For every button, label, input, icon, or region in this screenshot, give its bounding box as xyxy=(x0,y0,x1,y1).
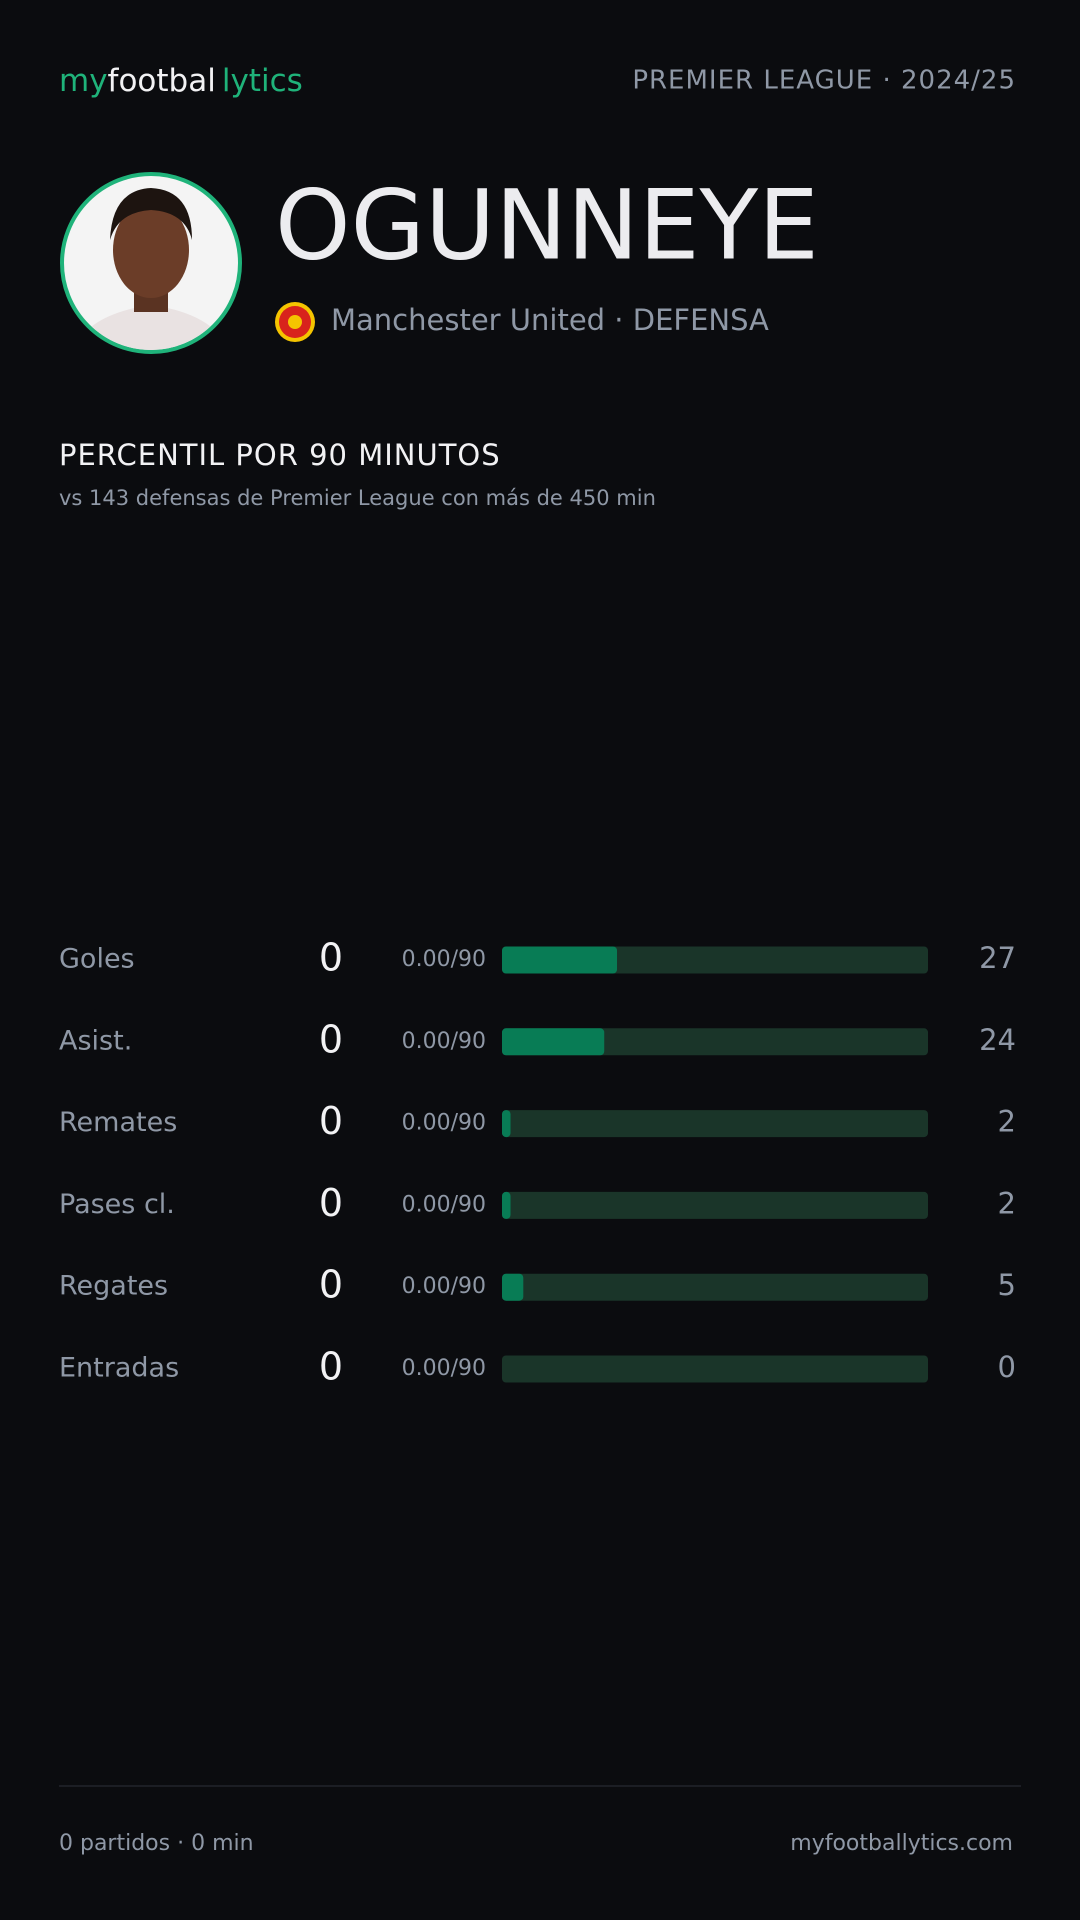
stat-value: 0 xyxy=(319,1017,343,1061)
logo: myfootbal lytics xyxy=(59,63,303,99)
percentile-label: 2 xyxy=(998,1186,1016,1220)
avatar xyxy=(60,172,242,354)
percentile-bar xyxy=(502,1028,605,1056)
stat-value: 0 xyxy=(319,1099,343,1143)
stat-value: 0 xyxy=(319,1263,343,1307)
stat-label: Remates xyxy=(59,1107,177,1138)
stat-label: Pases cl. xyxy=(59,1189,175,1220)
per90: 0.00/90 xyxy=(402,1274,486,1299)
percentile-bar xyxy=(502,946,618,974)
percentile-label: 2 xyxy=(998,1105,1016,1139)
percentile-label: 24 xyxy=(979,1023,1016,1057)
stat-value: 0 xyxy=(319,1181,343,1225)
stat-value: 0 xyxy=(319,1345,343,1389)
per90: 0.00/90 xyxy=(402,1192,486,1217)
footer-site: myfootballytics.com xyxy=(790,1831,1013,1856)
bar-track xyxy=(502,1110,928,1138)
logo-part: footbal xyxy=(108,63,216,99)
bar-track xyxy=(502,1028,928,1056)
player-name: OGUNNEYE xyxy=(275,169,819,281)
league: PREMIER LEAGUE · 2024/25 xyxy=(632,66,1016,96)
stat-label: Regates xyxy=(59,1271,168,1302)
bar-track xyxy=(502,1191,928,1219)
club-badge xyxy=(275,302,315,342)
stat-label: Asist. xyxy=(59,1025,132,1056)
section-title: PERCENTIL POR 90 MINUTOS xyxy=(59,438,501,472)
percentile-label: 27 xyxy=(979,941,1016,975)
logo-part: lytics xyxy=(222,63,303,99)
footer-summary: 0 partidos · 0 min xyxy=(59,1831,254,1856)
stat-label: Entradas xyxy=(59,1353,179,1384)
percentile-label: 0 xyxy=(998,1350,1016,1384)
percentile-label: 5 xyxy=(998,1268,1016,1302)
percentile-bar xyxy=(502,1273,524,1301)
club-position: Manchester United · DEFENSA xyxy=(331,303,769,337)
percentile-bar xyxy=(502,1191,511,1219)
stat-value: 0 xyxy=(319,936,343,980)
per90: 0.00/90 xyxy=(402,1029,486,1054)
per90: 0.00/90 xyxy=(402,1111,486,1136)
section-subtitle: vs 143 defensas de Premier League con má… xyxy=(59,486,656,510)
bar-track xyxy=(502,1273,928,1301)
percentile-bar xyxy=(502,1110,511,1138)
stat-label: Goles xyxy=(59,944,135,975)
per90: 0.00/90 xyxy=(402,1356,486,1381)
logo-part: my xyxy=(59,63,108,99)
per90: 0.00/90 xyxy=(402,947,486,972)
bar-track xyxy=(502,1355,928,1383)
